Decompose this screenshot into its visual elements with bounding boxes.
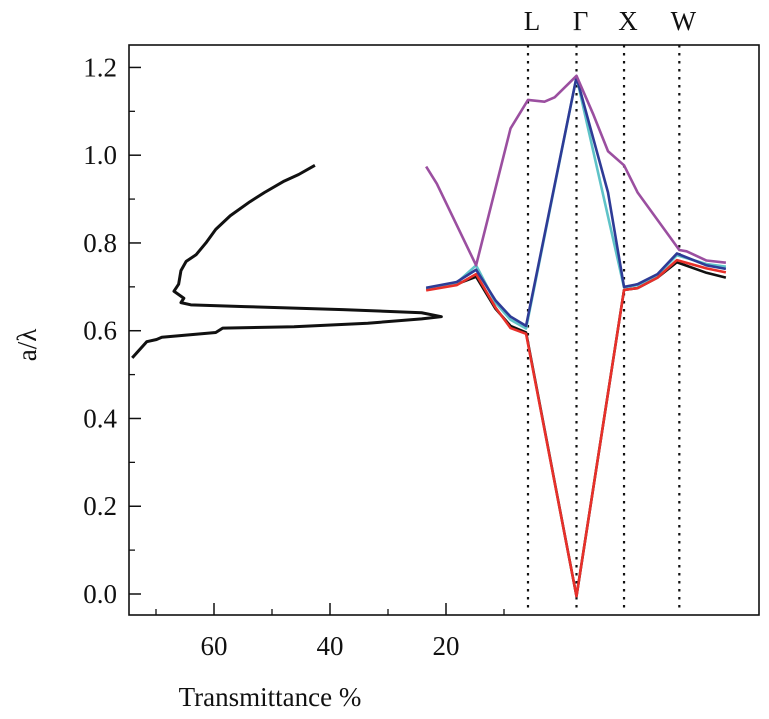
- transmittance-line: [131, 163, 443, 359]
- y-tick-label: 0.6: [83, 316, 117, 346]
- band-line-3: [425, 258, 727, 598]
- band-line-2: [425, 75, 727, 330]
- band-line-4: [425, 75, 727, 328]
- x-axis-label: Transmittance %: [179, 682, 362, 712]
- y-tick-label: 1.0: [83, 140, 117, 170]
- y-tick-label: 0.8: [83, 228, 117, 258]
- x-tick-label: 60: [201, 631, 228, 661]
- y-tick-label: 1.2: [83, 52, 117, 82]
- y-tick-label: 0.2: [83, 491, 117, 521]
- y-tick-label: 0.4: [83, 403, 117, 433]
- band-line-5: [425, 74, 727, 267]
- axis-ticks: 0.0 0.2 0.4 0.6 0.8 1.0 1.2 60 40 20: [83, 52, 505, 661]
- symmetry-label: W: [671, 6, 697, 36]
- symmetry-label: X: [618, 6, 638, 36]
- x-tick-label: 40: [317, 631, 344, 661]
- y-axis-label: a/λ: [12, 329, 42, 362]
- symmetry-label: Γ: [573, 6, 589, 36]
- symmetry-label: L: [524, 6, 541, 36]
- y-tick-label: 0.0: [83, 579, 117, 609]
- x-tick-label: 20: [433, 631, 460, 661]
- plot-frame: [128, 44, 760, 616]
